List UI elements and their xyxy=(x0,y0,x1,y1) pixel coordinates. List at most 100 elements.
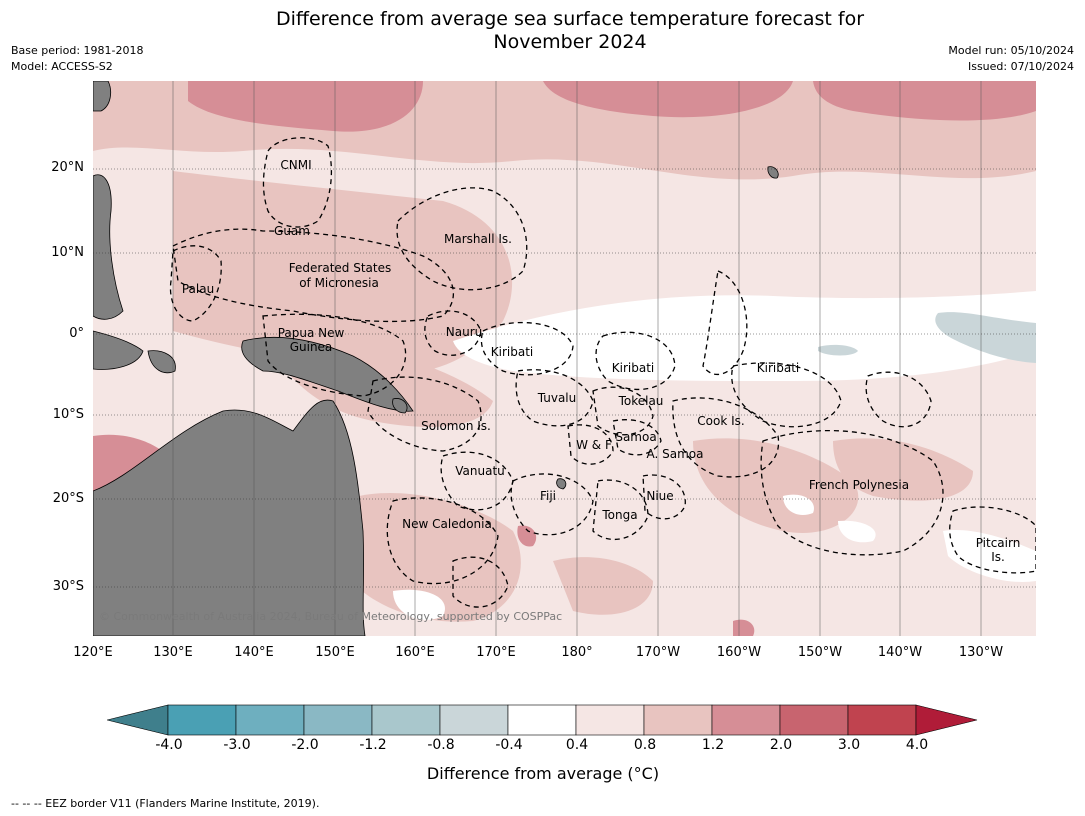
label-marshall: Marshall Is. xyxy=(444,232,512,246)
eez-tuvalu xyxy=(515,369,594,427)
eez-kiribati-e2 xyxy=(731,362,842,428)
label-fsm-1: Federated States xyxy=(288,261,392,275)
lon-label-150e: 150°E xyxy=(315,645,355,660)
colorbar-extend-high xyxy=(915,704,978,736)
label-palau: Palau xyxy=(181,282,215,296)
land-fiji xyxy=(556,478,567,490)
label-cook: Cook Is. xyxy=(697,414,745,428)
label-png-1: Papua New xyxy=(277,326,345,340)
land-indonesia-w xyxy=(93,330,144,370)
label-tonga: Tonga xyxy=(602,508,638,522)
lon-label-140e: 140°E xyxy=(234,645,274,660)
colorbar-extend-low xyxy=(106,704,169,736)
land-new-guinea xyxy=(241,336,414,412)
colorbar-segment xyxy=(371,704,441,736)
anomaly-neutral-pocket-3 xyxy=(943,530,1036,582)
lat-label-20s: 20°S xyxy=(52,491,84,506)
colorbar-tick: 2.0 xyxy=(769,737,793,753)
label-wf: W & F xyxy=(576,438,612,452)
anomaly-south-polynesia xyxy=(833,438,973,501)
colorbar-tick: -0.8 xyxy=(427,737,455,753)
colorbar-svg xyxy=(106,704,978,736)
eez-palau xyxy=(169,245,222,322)
anomaly-warm-spot-2 xyxy=(733,619,755,636)
anomaly-neutral-pocket-1 xyxy=(783,494,814,516)
eez-wf xyxy=(567,424,614,465)
eez-new-caledonia xyxy=(386,497,499,585)
label-samoa: Samoa xyxy=(615,430,657,444)
eez-samoa xyxy=(612,419,662,456)
eez-niue xyxy=(642,474,686,520)
label-png-2: Guinea xyxy=(289,340,333,354)
colorbar-tick: 3.0 xyxy=(837,737,861,753)
map-area xyxy=(93,81,1036,636)
label-asamoa: A. Samoa xyxy=(646,447,704,461)
eez-french-polynesia xyxy=(760,429,944,556)
meta-right: Model run: 05/10/2024 Issued: 07/10/2024 xyxy=(948,43,1074,75)
colorbar-tick: 1.2 xyxy=(701,737,725,753)
land-hawaii xyxy=(767,166,779,179)
label-kiribati-w: Kiribati xyxy=(490,345,534,359)
label-solomon: Solomon Is. xyxy=(421,419,491,433)
colorbar-tick: -2.0 xyxy=(291,737,319,753)
anomaly-neutral-tongue xyxy=(453,291,1036,381)
land-australia xyxy=(93,399,366,636)
eez-solomon xyxy=(367,376,482,452)
eez-kiribati-w xyxy=(480,321,574,376)
anomaly-warm-north-w xyxy=(188,81,423,132)
anomaly-warm-spot xyxy=(517,525,537,547)
colorbar-tick: 0.4 xyxy=(565,737,589,753)
anomaly-warm-north-e xyxy=(813,81,1036,121)
label-nauru: Nauru xyxy=(445,325,483,339)
eez-vanuatu xyxy=(440,451,514,511)
colorbar-segment xyxy=(303,704,373,736)
map-svg xyxy=(93,81,1036,636)
label-fsm-2: of Micronesia xyxy=(299,276,379,290)
eez-borders xyxy=(169,137,1036,608)
eez-tonga xyxy=(592,479,649,540)
title-line-2: November 2024 xyxy=(493,31,647,53)
colorbar-segment xyxy=(167,704,237,736)
model-name: Model: ACCESS-S2 xyxy=(11,60,113,73)
eez-kiribati-e1 xyxy=(702,270,748,375)
colorbar-tick: -4.0 xyxy=(155,737,183,753)
lat-label-0: 0° xyxy=(69,326,84,341)
lon-label-130e: 130°E xyxy=(153,645,193,660)
anomaly-south-patch xyxy=(553,557,653,615)
colorbar-segment xyxy=(711,704,781,736)
anomaly-cool-east xyxy=(935,312,1036,363)
footnote: -- -- -- EEZ border V11 (Flanders Marine… xyxy=(11,797,320,810)
meta-left: Base period: 1981-2018 Model: ACCESS-S2 xyxy=(11,43,143,75)
colorbar-segment xyxy=(439,704,509,736)
colorbar-segment xyxy=(235,704,305,736)
lat-label-10s: 10°S xyxy=(52,407,84,422)
label-niue: Niue xyxy=(646,489,674,503)
lon-label-170w: 170°W xyxy=(635,645,681,660)
eez-marshall xyxy=(396,187,528,291)
land-taiwan xyxy=(93,81,112,112)
colorbar-tick: -3.0 xyxy=(223,737,251,753)
lon-label-150w: 150°W xyxy=(797,645,843,660)
lat-label-30s: 30°S xyxy=(52,579,84,594)
colorbar-segment xyxy=(575,704,645,736)
colorbar-segment xyxy=(779,704,849,736)
chart-title: Difference from average sea surface temp… xyxy=(200,8,940,54)
colorbar-tick: -1.2 xyxy=(359,737,387,753)
label-pitcairn-2: Is. xyxy=(991,550,1005,564)
colorbar-label: Difference from average (°C) xyxy=(426,764,660,783)
lon-label-160w: 160°W xyxy=(716,645,762,660)
colorbar-segment xyxy=(643,704,713,736)
colorbar-segment xyxy=(507,704,577,736)
lon-label-180: 180° xyxy=(561,645,593,660)
eez-fsm xyxy=(172,228,454,323)
lon-label-170e: 170°E xyxy=(476,645,516,660)
copyright-text: © Commonwealth of Australia 2024, Bureau… xyxy=(99,610,563,623)
anomaly-neutral-pocket-2 xyxy=(838,520,876,543)
land-solomons xyxy=(392,398,408,414)
land-philippines xyxy=(93,174,124,320)
label-guam: Guam xyxy=(274,224,310,238)
label-new-caledonia: New Caledonia xyxy=(402,517,492,531)
lon-label-140w: 140°W xyxy=(877,645,923,660)
label-tokelau: Tokelau xyxy=(618,394,664,408)
title-line-1: Difference from average sea surface temp… xyxy=(275,8,865,30)
